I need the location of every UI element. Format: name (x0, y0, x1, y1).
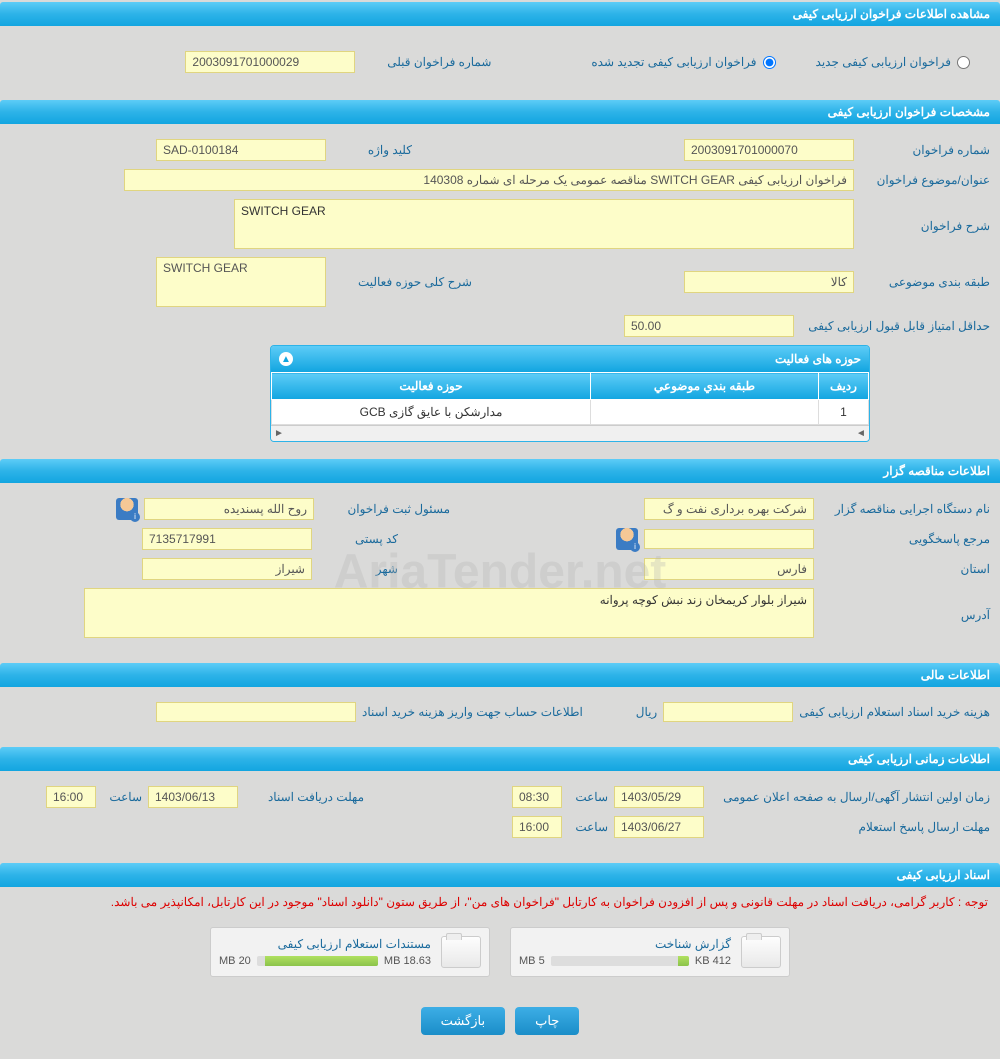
th-row: ردیف (819, 373, 869, 400)
first-pub-time: 08:30 (512, 786, 562, 808)
th-activity: حوزه فعاليت (272, 373, 591, 400)
deadline-response-time: 16:00 (512, 816, 562, 838)
activity-table-panel: حوزه های فعالیت ▲ ردیف طبقه بندي موضوعي … (270, 345, 870, 442)
activity-desc-value: SWITCH GEAR (156, 257, 326, 307)
section-body-view-info: فراخوان ارزیابی کیفی جدید فراخوان ارزیاب… (0, 26, 1000, 98)
file-panel-1[interactable]: گزارش شناخت 412 KB 5 MB (510, 927, 790, 977)
min-score-value: 50.00 (624, 315, 794, 337)
rial-label: ریال (636, 705, 658, 719)
file-2-used: 18.63 MB (384, 955, 431, 967)
first-pub-date: 1403/05/29 (614, 786, 704, 808)
postal-label: کد پستی (318, 532, 398, 546)
deadline-response-date: 1403/06/27 (614, 816, 704, 838)
radio-renewed-call-label: فراخوان ارزیابی کیفی تجدید شده (591, 55, 756, 69)
prev-call-value: 2003091701000029 (185, 51, 355, 73)
table-scrollbar[interactable]: ◄ ► (271, 425, 869, 441)
radio-renewed-call-input[interactable] (763, 56, 776, 69)
back-button[interactable]: بازگشت (421, 1007, 505, 1035)
table-row: 1 مدارشکن با عایق گازی GCB (272, 400, 869, 425)
section-header-tender: اطلاعات مناقصه گزار (0, 459, 1000, 483)
keyword-value: SAD-0100184 (156, 139, 326, 161)
th-category: طبقه بندي موضوعي (591, 373, 819, 400)
file-2-progress-fill (265, 956, 378, 966)
deadline-receive-date: 1403/06/13 (148, 786, 238, 808)
category-value: کالا (684, 271, 854, 293)
file-2-name: مستندات استعلام ارزیابی کیفی (219, 937, 431, 951)
activity-table-header: حوزه های فعالیت ▲ (271, 346, 869, 372)
radio-new-call[interactable]: فراخوان ارزیابی کیفی جدید (816, 55, 970, 69)
section-header-timing: اطلاعات زمانی ارزیابی کیفی (0, 747, 1000, 771)
file-2-progress (257, 956, 378, 966)
folder-icon (741, 936, 781, 968)
section-body-timing: زمان اولین انتشار آگهی/ارسال به صفحه اعل… (0, 771, 1000, 861)
file-2-total: 20 MB (219, 955, 251, 967)
address-label: آدرس (820, 588, 990, 622)
td-row-act: مدارشکن با عایق گازی GCB (272, 400, 591, 425)
deadline-receive-label: مهلت دریافت اسناد (244, 790, 364, 804)
first-pub-label: زمان اولین انتشار آگهی/ارسال به صفحه اعل… (710, 790, 990, 804)
radio-new-call-label: فراخوان ارزیابی کیفی جدید (816, 55, 951, 69)
responder-value (644, 529, 814, 549)
account-label: اطلاعات حساب جهت واریز هزینه خرید اسناد (362, 705, 583, 719)
user-icon[interactable] (616, 528, 638, 550)
city-label: شهر (318, 562, 398, 576)
postal-value: 7135717991 (142, 528, 312, 550)
time-label-2: ساعت (102, 790, 142, 804)
section-header-view-info: مشاهده اطلاعات فراخوان ارزیابی کیفی (0, 2, 1000, 26)
file-1-progress (551, 956, 689, 966)
file-1-used: 412 KB (695, 955, 731, 967)
keyword-label: کلید واژه (332, 143, 412, 157)
section-header-specs: مشخصات فراخوان ارزیابی کیفی (0, 100, 1000, 124)
desc-value: SWITCH GEAR (234, 199, 854, 249)
title-label: عنوان/موضوع فراخوان (860, 173, 990, 187)
td-row-cat (591, 400, 819, 425)
time-label-3: ساعت (568, 820, 608, 834)
section-body-financial: هزینه خرید اسناد استعلام ارزیابی کیفی ری… (0, 687, 1000, 745)
scroll-left-icon[interactable]: ◄ (853, 428, 869, 439)
province-value: فارس (644, 558, 814, 580)
td-row-n: 1 (819, 400, 869, 425)
activity-desc-label: شرح کلی حوزه فعالیت (332, 275, 472, 289)
call-no-value: 2003091701000070 (684, 139, 854, 161)
deadline-response-label: مهلت ارسال پاسخ استعلام (710, 820, 990, 834)
activity-table-title: حوزه های فعالیت (775, 352, 861, 366)
file-1-progress-fill (678, 956, 689, 966)
title-value: فراخوان ارزیابی کیفی SWITCH GEAR مناقصه … (124, 169, 854, 191)
registrar-value: روح الله پسندیده (144, 498, 314, 520)
user-icon[interactable] (116, 498, 138, 520)
collapse-icon[interactable]: ▲ (279, 352, 293, 366)
category-label: طبقه بندی موضوعی (860, 275, 990, 289)
responder-label: مرجع پاسخگویی (820, 532, 990, 546)
section-header-docs: اسناد ارزیابی کیفی (0, 863, 1000, 887)
section-body-tender: AriaTender.net نام دستگاه اجرایی مناقصه … (0, 483, 1000, 661)
city-value: شیراز (142, 558, 312, 580)
min-score-label: حداقل امتیاز قابل قبول ارزیابی کیفی (800, 319, 990, 333)
file-1-total: 5 MB (519, 955, 545, 967)
radio-new-call-input[interactable] (957, 56, 970, 69)
registrar-label: مسئول ثبت فراخوان (320, 502, 450, 516)
org-value: شرکت بهره برداری نفت و گ (644, 498, 814, 520)
folder-icon (441, 936, 481, 968)
account-value (156, 702, 356, 722)
section-body-docs: توجه : کاربر گرامی، دریافت اسناد در مهلت… (0, 887, 1000, 1055)
print-button[interactable]: چاپ (515, 1007, 579, 1035)
purchase-label: هزینه خرید اسناد استعلام ارزیابی کیفی (799, 705, 990, 719)
prev-call-label: شماره فراخوان قبلی (361, 55, 491, 69)
section-header-financial: اطلاعات مالی (0, 663, 1000, 687)
province-label: استان (820, 562, 990, 576)
activity-table: ردیف طبقه بندي موضوعي حوزه فعاليت 1 مدار… (271, 372, 869, 425)
purchase-value (663, 702, 793, 722)
address-value: شیراز بلوار کریمخان زند نبش کوچه پروانه (84, 588, 814, 638)
file-1-name: گزارش شناخت (519, 937, 731, 951)
desc-label: شرح فراخوان (860, 199, 990, 233)
deadline-receive-time: 16:00 (46, 786, 96, 808)
radio-renewed-call[interactable]: فراخوان ارزیابی کیفی تجدید شده (591, 55, 775, 69)
call-no-label: شماره فراخوان (860, 143, 990, 157)
docs-note: توجه : کاربر گرامی، دریافت اسناد در مهلت… (0, 887, 1000, 917)
section-body-specs: شماره فراخوان 2003091701000070 کلید واژه… (0, 124, 1000, 457)
time-label-1: ساعت (568, 790, 608, 804)
scroll-right-icon[interactable]: ► (271, 428, 287, 439)
org-label: نام دستگاه اجرایی مناقصه گزار (820, 502, 990, 516)
file-panel-2[interactable]: مستندات استعلام ارزیابی کیفی 18.63 MB 20… (210, 927, 490, 977)
